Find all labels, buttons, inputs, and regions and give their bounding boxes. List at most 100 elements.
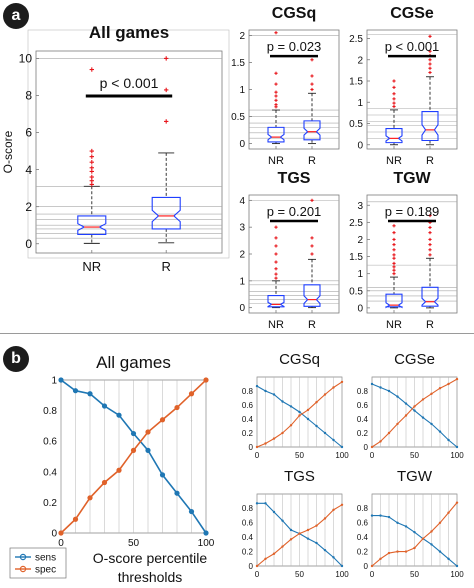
y-tick-label: 0.2	[242, 547, 254, 556]
x-tick-label: 50	[410, 451, 419, 460]
series-point-spec	[87, 495, 93, 501]
y-tick-label: 0.4	[357, 533, 369, 542]
outlier-point	[89, 169, 94, 174]
box-body	[385, 128, 403, 144]
category-label: R	[162, 259, 171, 274]
y-tick-label: 0.8	[357, 387, 369, 396]
series-point-spec	[116, 467, 122, 473]
outlier-point	[274, 103, 278, 107]
y-tick-label: 0.5	[349, 119, 363, 130]
series-point-spec	[323, 393, 327, 396]
chart-title: TGW	[393, 170, 431, 187]
series-point-sens	[447, 557, 450, 560]
y-tick-label: 0	[364, 562, 369, 571]
series-point-sens	[413, 409, 416, 412]
y-tick-label: 1.5	[231, 58, 245, 69]
y-tick-label: 0.5	[231, 112, 245, 123]
legend-marker-sens	[19, 553, 27, 561]
outlier-point	[428, 66, 432, 70]
series-point-spec	[281, 545, 284, 548]
series-point-sens	[72, 388, 79, 394]
main-panel-outline	[27, 29, 230, 259]
y-tick-label: 3	[239, 223, 245, 234]
outlier-point	[392, 261, 396, 266]
series-point-sens	[379, 514, 382, 517]
outlier-point	[310, 82, 314, 86]
outlier-point	[428, 253, 432, 257]
y-tick-label: 0.6	[357, 401, 369, 410]
y-tick-label: 8	[25, 89, 32, 103]
outlier-point	[274, 71, 278, 75]
series-point-spec	[289, 538, 293, 541]
outlier-point	[392, 79, 396, 83]
outlier-point	[164, 56, 169, 61]
series-point-spec	[370, 564, 374, 568]
series-point-sens	[430, 543, 433, 546]
x-tick-label: 50	[128, 538, 140, 549]
series-point-sens	[370, 382, 374, 386]
y-tick-label: 0	[249, 562, 254, 571]
outlier-point	[310, 252, 314, 256]
series-point-sens	[315, 424, 318, 428]
outlier-point	[89, 154, 94, 159]
series-point-spec	[101, 479, 108, 486]
box-body	[267, 126, 285, 143]
panel-label-b: b	[3, 346, 29, 372]
outlier-point	[392, 242, 396, 247]
series-point-sens	[387, 389, 391, 393]
series-point-spec	[340, 380, 344, 384]
series-point-spec	[255, 445, 259, 449]
outlier-point	[428, 62, 432, 66]
outlier-point	[89, 165, 94, 170]
y-tick-label: 0.4	[242, 415, 254, 424]
series-point-spec	[455, 377, 459, 381]
y-tick-label: 0.6	[43, 437, 57, 448]
outlier-point	[392, 265, 396, 269]
outlier-point	[310, 58, 314, 62]
chart-title: All games	[96, 353, 171, 372]
series-point-sens	[281, 519, 284, 522]
series-point-spec	[298, 414, 301, 417]
series-point-sens	[455, 445, 459, 449]
series-point-sens	[404, 525, 408, 528]
series-point-spec	[421, 398, 425, 401]
y-tick-label: 2	[357, 235, 363, 246]
series-point-spec	[447, 382, 450, 386]
outlier-point	[310, 87, 314, 92]
series-point-spec	[332, 508, 335, 512]
y-tick-label: 0	[239, 139, 245, 150]
box-body	[303, 284, 321, 307]
outlier-point	[274, 94, 278, 98]
series-point-sens	[116, 412, 122, 418]
box-body	[303, 120, 321, 141]
series-point-spec	[298, 532, 301, 535]
outlier-point	[392, 272, 396, 276]
series-point-sens	[404, 402, 408, 405]
box-body	[421, 286, 439, 307]
y-tick-label: 0.4	[242, 533, 254, 542]
outlier-point	[428, 248, 432, 252]
y-tick-label: 2	[357, 55, 363, 66]
y-tick-label: 0.2	[357, 547, 369, 556]
outlier-point	[428, 70, 432, 75]
x-tick-label: 100	[335, 451, 349, 460]
series-point-spec	[413, 405, 416, 408]
category-label: NR	[386, 155, 402, 167]
y-tick-label: 2	[239, 31, 245, 42]
series-point-sens	[315, 541, 318, 545]
y-tick-label: 1	[239, 276, 245, 287]
series-point-sens	[455, 564, 459, 568]
y-tick-label: 2	[25, 200, 32, 214]
series-point-sens	[289, 405, 293, 408]
series-point-sens	[255, 502, 259, 505]
outlier-point	[164, 87, 169, 93]
outlier-point	[428, 242, 432, 247]
series-point-spec	[421, 537, 425, 540]
p-value-annotation: p = 0.189	[385, 204, 440, 219]
series-point-sens	[379, 386, 382, 389]
series-point-sens	[130, 430, 137, 437]
y-tick-label: 10	[19, 52, 33, 66]
outlier-point	[274, 82, 278, 86]
